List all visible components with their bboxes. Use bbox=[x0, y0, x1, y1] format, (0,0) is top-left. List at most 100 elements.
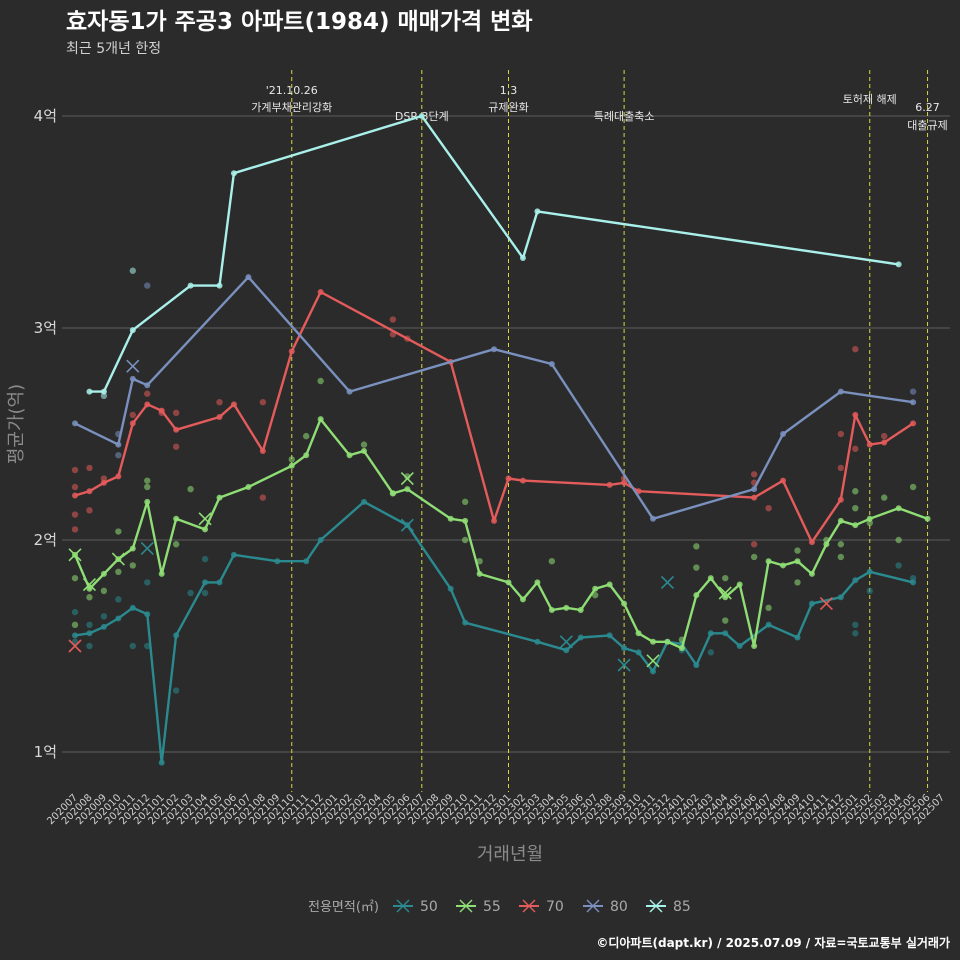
avg-point bbox=[852, 411, 859, 418]
series-50 bbox=[71, 498, 917, 766]
avg-point bbox=[895, 261, 902, 268]
caption: ©디아파트(dapt.kr) / 2025.07.09 / 자료=국토교통부 실… bbox=[596, 935, 950, 950]
avg-point bbox=[534, 638, 541, 645]
event-label: 1.3 bbox=[500, 84, 518, 97]
gridlines bbox=[62, 115, 950, 753]
avg-point bbox=[404, 486, 411, 493]
transaction-dot bbox=[852, 621, 859, 628]
transaction-dot bbox=[86, 594, 93, 601]
transaction-dot bbox=[794, 547, 801, 554]
avg-point bbox=[158, 570, 165, 577]
avg-point bbox=[780, 431, 787, 437]
avg-point bbox=[100, 570, 107, 577]
avg-point bbox=[577, 634, 584, 641]
avg-point bbox=[505, 475, 512, 482]
avg-point bbox=[794, 634, 801, 641]
avg-point bbox=[606, 481, 613, 488]
legend-label: 80 bbox=[610, 899, 628, 915]
transaction-dot bbox=[144, 390, 151, 397]
avg-point bbox=[895, 505, 902, 512]
avg-point bbox=[751, 494, 758, 501]
avg-point bbox=[780, 562, 787, 569]
event-label: 토허제 해제 bbox=[843, 92, 897, 106]
avg-point bbox=[86, 585, 93, 592]
chart-title: 효자동1가 주공3 아파트(1984) 매매가격 변화 bbox=[66, 9, 532, 35]
transaction-cross bbox=[68, 639, 82, 653]
avg-point bbox=[650, 515, 656, 522]
transaction-dot bbox=[909, 483, 917, 491]
avg-point bbox=[606, 632, 613, 639]
series-80 bbox=[72, 274, 917, 522]
avg-point bbox=[144, 382, 151, 389]
legend-swatch-cross bbox=[649, 899, 663, 913]
transaction-dot bbox=[909, 574, 917, 582]
avg-point bbox=[115, 441, 122, 448]
transaction-dot bbox=[100, 475, 108, 482]
avg-point bbox=[563, 604, 570, 611]
transaction-dot bbox=[71, 483, 79, 491]
avg-point bbox=[823, 541, 830, 548]
transaction-dot bbox=[100, 392, 108, 400]
transaction-dot bbox=[71, 621, 79, 628]
legend-label: 50 bbox=[420, 899, 438, 915]
avg-point bbox=[187, 282, 194, 289]
avg-point bbox=[852, 577, 859, 584]
transaction-dot bbox=[303, 432, 310, 440]
avg-point bbox=[173, 632, 180, 639]
avg-point bbox=[837, 496, 844, 503]
avg-point bbox=[129, 604, 136, 611]
series-55 bbox=[68, 377, 931, 668]
y-tick-label: 3억 bbox=[34, 319, 57, 337]
avg-point bbox=[519, 255, 526, 262]
legend-item-85: 85 bbox=[646, 899, 691, 915]
transaction-cross bbox=[111, 552, 125, 566]
avg-point bbox=[707, 575, 714, 582]
transaction-dot bbox=[852, 488, 859, 495]
avg-point bbox=[808, 570, 815, 577]
avg-point bbox=[216, 579, 223, 586]
transaction-dot bbox=[837, 430, 845, 438]
avg-point bbox=[722, 630, 729, 637]
avg-point bbox=[852, 522, 859, 529]
avg-point bbox=[462, 517, 469, 524]
transaction-dot bbox=[765, 604, 772, 612]
y-tick-label: 2억 bbox=[34, 531, 57, 549]
avg-point bbox=[650, 638, 656, 645]
avg-point bbox=[866, 515, 873, 522]
transaction-dot bbox=[259, 494, 267, 501]
transaction-cross bbox=[68, 548, 82, 562]
transaction-cross bbox=[819, 597, 833, 611]
avg-point bbox=[780, 477, 787, 484]
legend-label: 70 bbox=[546, 899, 564, 915]
avg-point bbox=[230, 551, 237, 558]
event-label: '21.10.26 bbox=[266, 84, 318, 97]
transaction-dot bbox=[895, 536, 902, 544]
transaction-dot bbox=[909, 388, 917, 395]
avg-point bbox=[129, 545, 136, 552]
legend-label: 55 bbox=[483, 899, 501, 915]
avg-point bbox=[505, 579, 512, 586]
avg-point bbox=[837, 517, 844, 524]
transaction-dot bbox=[115, 452, 122, 459]
transaction-dot bbox=[750, 553, 758, 561]
transaction-dot bbox=[259, 399, 267, 406]
legend-item-55: 55 bbox=[456, 899, 501, 915]
avg-point bbox=[216, 414, 223, 421]
transaction-dot bbox=[187, 589, 194, 597]
transaction-dot bbox=[866, 587, 873, 595]
avg-point bbox=[100, 623, 107, 630]
transaction-cross bbox=[198, 512, 212, 526]
transaction-dot bbox=[115, 596, 122, 603]
avg-point bbox=[144, 498, 151, 505]
avg-point bbox=[216, 282, 223, 289]
avg-point bbox=[216, 494, 223, 501]
transaction-cross bbox=[660, 575, 675, 589]
avg-point bbox=[664, 638, 671, 645]
transaction-dot bbox=[172, 409, 180, 416]
event-label: 6.27 bbox=[915, 101, 940, 114]
avg-point bbox=[765, 558, 772, 565]
series-group bbox=[68, 113, 931, 766]
